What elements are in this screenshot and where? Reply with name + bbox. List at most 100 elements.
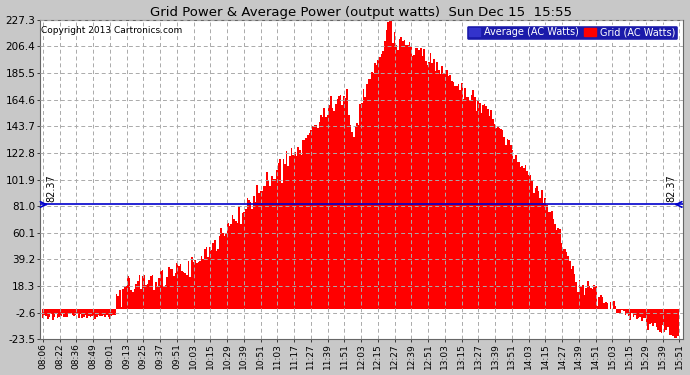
Bar — [444, 70, 446, 309]
Bar — [464, 88, 466, 309]
Bar — [474, 97, 475, 309]
Bar — [613, 301, 615, 309]
Bar — [241, 213, 244, 309]
Bar — [61, 309, 63, 314]
Bar — [245, 209, 246, 309]
Bar — [649, 309, 651, 324]
Bar — [462, 99, 464, 309]
Bar — [602, 297, 603, 309]
Bar — [63, 309, 65, 317]
Bar — [605, 302, 607, 309]
Bar — [433, 59, 435, 309]
Bar — [382, 51, 384, 309]
Bar — [538, 191, 540, 309]
Bar — [270, 186, 271, 309]
Bar — [109, 309, 111, 318]
Bar — [324, 108, 325, 309]
Bar — [142, 276, 144, 309]
Bar — [595, 286, 597, 309]
Text: 82.37: 82.37 — [666, 174, 676, 202]
Bar — [623, 309, 624, 312]
Bar — [319, 122, 320, 309]
Bar — [579, 280, 580, 309]
Bar — [129, 278, 130, 309]
Bar — [593, 285, 595, 309]
Bar — [456, 86, 457, 309]
Bar — [523, 168, 525, 309]
Bar — [140, 290, 142, 309]
Bar — [371, 72, 373, 309]
Bar — [457, 84, 460, 309]
Bar — [574, 274, 575, 309]
Bar — [667, 309, 669, 327]
Bar — [121, 307, 122, 309]
Bar — [587, 282, 589, 309]
Bar — [119, 290, 121, 309]
Bar — [455, 86, 456, 309]
Bar — [489, 116, 491, 309]
Bar — [566, 252, 567, 309]
Bar — [276, 170, 277, 309]
Bar — [628, 309, 629, 316]
Bar — [381, 54, 382, 309]
Bar — [364, 97, 366, 309]
Bar — [629, 309, 631, 320]
Bar — [103, 309, 104, 315]
Bar — [148, 280, 150, 309]
Bar — [207, 256, 209, 309]
Bar — [230, 224, 232, 309]
Bar — [356, 123, 358, 309]
Bar — [647, 309, 649, 330]
Bar — [343, 96, 345, 309]
Bar — [531, 181, 533, 309]
Bar — [361, 103, 363, 309]
Bar — [157, 287, 158, 309]
Bar — [92, 309, 95, 320]
Bar — [453, 82, 455, 309]
Bar — [101, 309, 103, 316]
Bar — [471, 94, 473, 309]
Bar — [264, 186, 266, 309]
Bar — [374, 63, 376, 309]
Bar — [426, 65, 428, 309]
Bar — [189, 278, 191, 309]
Bar — [379, 57, 381, 309]
Bar — [266, 172, 268, 309]
Bar — [510, 145, 512, 309]
Bar — [449, 75, 451, 309]
Bar — [562, 249, 564, 309]
Bar — [111, 309, 112, 316]
Bar — [582, 285, 584, 309]
Bar — [55, 309, 57, 314]
Bar — [262, 191, 263, 309]
Bar — [239, 207, 240, 309]
Bar — [518, 162, 520, 309]
Bar — [283, 159, 284, 309]
Bar — [271, 176, 273, 309]
Bar — [104, 309, 106, 317]
Bar — [558, 228, 559, 309]
Bar — [492, 120, 493, 309]
Bar — [665, 309, 667, 330]
Bar — [210, 251, 213, 309]
Bar — [335, 104, 337, 309]
Bar — [466, 98, 468, 309]
Bar — [387, 22, 389, 309]
Bar — [536, 186, 538, 309]
Bar — [551, 211, 553, 309]
Bar — [369, 79, 371, 309]
Bar — [193, 262, 194, 309]
Bar — [173, 276, 175, 309]
Bar — [209, 247, 210, 309]
Bar — [651, 309, 652, 323]
Bar — [163, 287, 165, 309]
Bar — [191, 257, 193, 309]
Bar — [204, 249, 206, 309]
Bar — [161, 270, 163, 309]
Bar — [188, 261, 189, 309]
Bar — [590, 288, 592, 309]
Bar — [178, 266, 179, 309]
Bar — [228, 226, 230, 309]
Bar — [368, 79, 369, 309]
Bar — [130, 290, 132, 309]
